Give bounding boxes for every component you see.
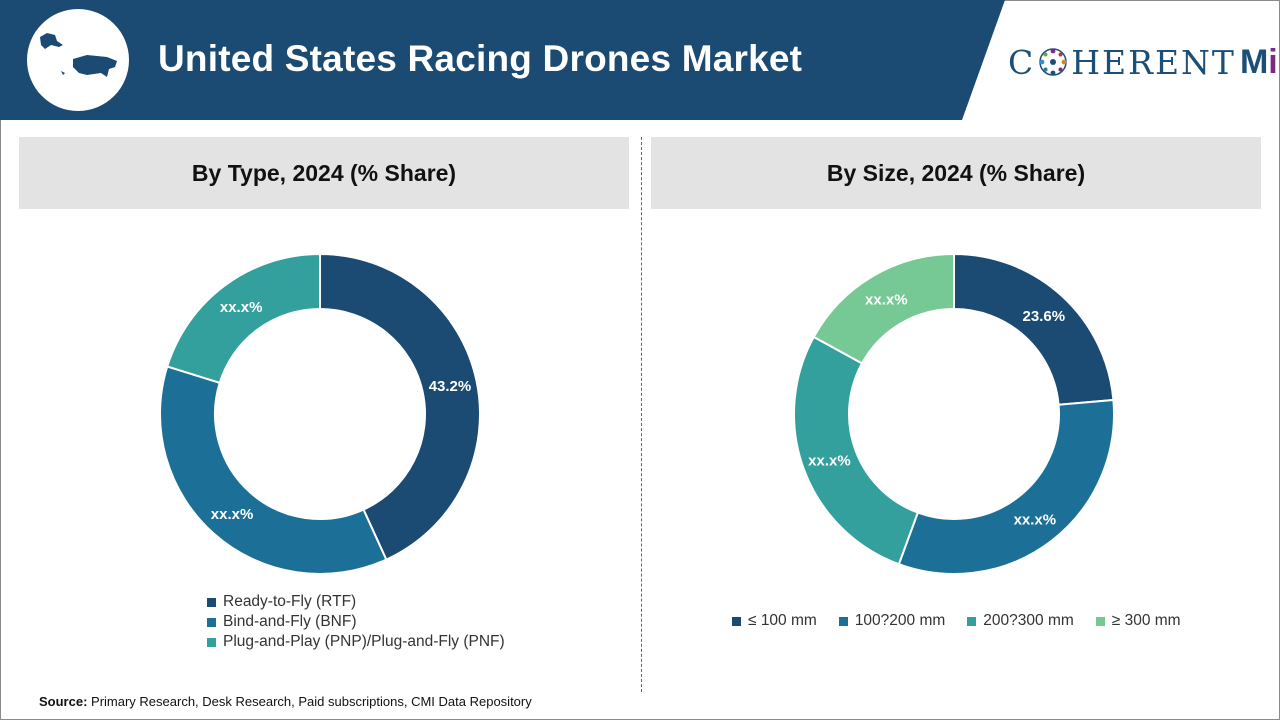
logo-letter-c: C	[1008, 42, 1036, 82]
legend-item-bind-and-fly-bnf: Bind-and-Fly (BNF)	[207, 612, 505, 632]
legend-swatch	[838, 616, 848, 626]
legend-item-100-200-mm: 100?200 mm	[838, 612, 946, 630]
legend-label: ≥ 300 mm	[1111, 612, 1181, 629]
type-chart-title: By Type, 2024 (% Share)	[19, 137, 629, 209]
legend-item-plug-and-play-pnp-plug-and-fly-pnf: Plug-and-Play (PNP)/Plug-and-Fly (PNF)	[207, 632, 505, 652]
source-label: Source:	[39, 694, 88, 709]
source-note: Source: Primary Research, Desk Research,…	[39, 694, 532, 709]
slice-label-300-mm: xx.x%	[865, 292, 908, 309]
slice-label-100-200-mm: xx.x%	[1014, 512, 1057, 529]
slice-label-ready-to-fly-rtf: 43.2%	[429, 378, 472, 395]
slice-label-200-300-mm: xx.x%	[808, 453, 851, 470]
legend-swatch	[207, 597, 216, 607]
us-map-icon	[27, 9, 129, 111]
donut-slice-100-mm	[953, 252, 1115, 406]
legend-swatch	[732, 616, 741, 626]
donut-slice-300-mm	[812, 252, 955, 365]
legend-label: 200?300 mm	[983, 612, 1074, 629]
legend-item-200-300-mm: 200?300 mm	[967, 612, 1074, 630]
logo-letter-i: i	[1268, 42, 1278, 81]
logo-letter-m: M	[1239, 42, 1269, 81]
source-text: Primary Research, Desk Research, Paid su…	[91, 694, 532, 709]
type-donut-chart: 43.2% xx.x% xx.x%	[159, 252, 481, 575]
header-background	[0, 0, 1005, 120]
legend-label: Ready-to-Fly (RTF)	[223, 593, 357, 610]
slice-label-bind-and-fly-bnf: xx.x%	[211, 506, 254, 523]
donut-slice-100-200-mm	[897, 398, 1115, 575]
type-legend: Ready-to-Fly (RTF) Bind-and-Fly (BNF) Plug…	[207, 592, 505, 652]
donut-slice-plug-and-play-pnp-plug-and-fly-pnf	[165, 252, 321, 385]
legend-item-300-mm: ≥ 300 mm	[1095, 612, 1181, 630]
coherent-mi-logo: C HERENT Mi	[1008, 38, 1278, 86]
legend-swatch	[207, 617, 216, 627]
size-legend: ≤ 100 mm 100?200 mm 200?300 mm ≥ 300 mm	[732, 612, 1203, 630]
legend-item-ready-to-fly-rtf: Ready-to-Fly (RTF)	[207, 592, 505, 612]
slice-label-plug-and-play-pnp-plug-and-fly-pnf: xx.x%	[220, 299, 263, 316]
legend-item-100-mm: ≤ 100 mm	[732, 612, 817, 630]
legend-label: Plug-and-Play (PNP)/Plug-and-Fly (PNF)	[223, 633, 505, 650]
legend-swatch	[207, 637, 216, 647]
size-chart-title: By Size, 2024 (% Share)	[651, 137, 1261, 209]
donut-slice-200-300-mm	[793, 335, 920, 566]
globe-icon	[1039, 48, 1067, 76]
panel-divider	[641, 137, 642, 692]
logo-word-herent: HERENT	[1071, 42, 1236, 82]
slice-label-100-mm: 23.6%	[1023, 308, 1066, 325]
header-banner: United States Racing Drones Market C HER…	[0, 0, 1280, 120]
page-title: United States Racing Drones Market	[158, 38, 803, 79]
donut-slice-ready-to-fly-rtf	[319, 252, 481, 561]
legend-swatch	[967, 616, 977, 626]
legend-label: 100?200 mm	[854, 612, 946, 629]
legend-label: ≤ 100 mm	[748, 612, 817, 629]
donut-slice-bind-and-fly-bnf	[159, 365, 388, 575]
legend-swatch	[1095, 616, 1105, 626]
logo-mi: Mi	[1240, 43, 1278, 82]
size-donut-chart: 23.6% xx.x% xx.x% xx.x%	[793, 252, 1115, 575]
legend-label: Bind-and-Fly (BNF)	[223, 613, 357, 630]
